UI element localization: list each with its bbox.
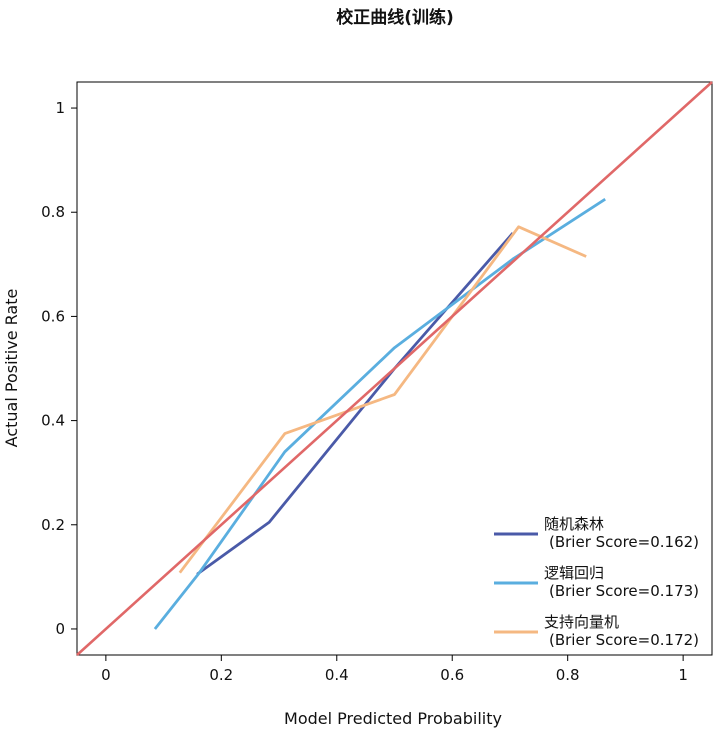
y-tick-label: 0.6 bbox=[41, 307, 65, 325]
plot-frame bbox=[76, 81, 713, 656]
legend-score: (Brier Score=0.162) bbox=[549, 533, 699, 551]
x-tick-label: 1 bbox=[678, 666, 688, 684]
legend-label: 支持向量机 bbox=[544, 613, 619, 631]
x-axis-ticks: 0 0.2 0.4 0.6 0.8 1 bbox=[101, 655, 688, 684]
y-tick-label: 0 bbox=[55, 620, 65, 638]
y-tick-label: 0.2 bbox=[41, 516, 65, 534]
x-tick-label: 0.8 bbox=[556, 666, 580, 684]
series-line bbox=[178, 225, 587, 574]
x-tick-label: 0 bbox=[101, 666, 111, 684]
y-axis-label: Actual Positive Rate bbox=[2, 289, 21, 448]
perfect-calibration-line bbox=[76, 81, 713, 656]
series-line bbox=[153, 198, 606, 630]
legend-score: (Brier Score=0.172) bbox=[549, 631, 699, 649]
y-tick-label: 0.4 bbox=[41, 412, 65, 430]
x-tick-label: 0.6 bbox=[440, 666, 464, 684]
legend-label: 逻辑回归 bbox=[544, 564, 604, 582]
y-tick-label: 1 bbox=[55, 99, 65, 117]
legend: 随机森林(Brier Score=0.162)逻辑回归(Brier Score=… bbox=[494, 515, 699, 649]
x-tick-label: 0.2 bbox=[209, 666, 233, 684]
series-lines bbox=[76, 81, 713, 656]
series-line bbox=[196, 232, 514, 576]
x-axis-label: Model Predicted Probability bbox=[284, 709, 502, 728]
x-tick-label: 0.4 bbox=[325, 666, 349, 684]
chart-title: 校正曲线(训练) bbox=[336, 7, 454, 28]
y-axis-ticks: 0 0.2 0.4 0.6 0.8 1 bbox=[41, 99, 77, 638]
y-tick-label: 0.8 bbox=[41, 203, 65, 221]
legend-label: 随机森林 bbox=[544, 515, 604, 533]
legend-score: (Brier Score=0.173) bbox=[549, 582, 699, 600]
